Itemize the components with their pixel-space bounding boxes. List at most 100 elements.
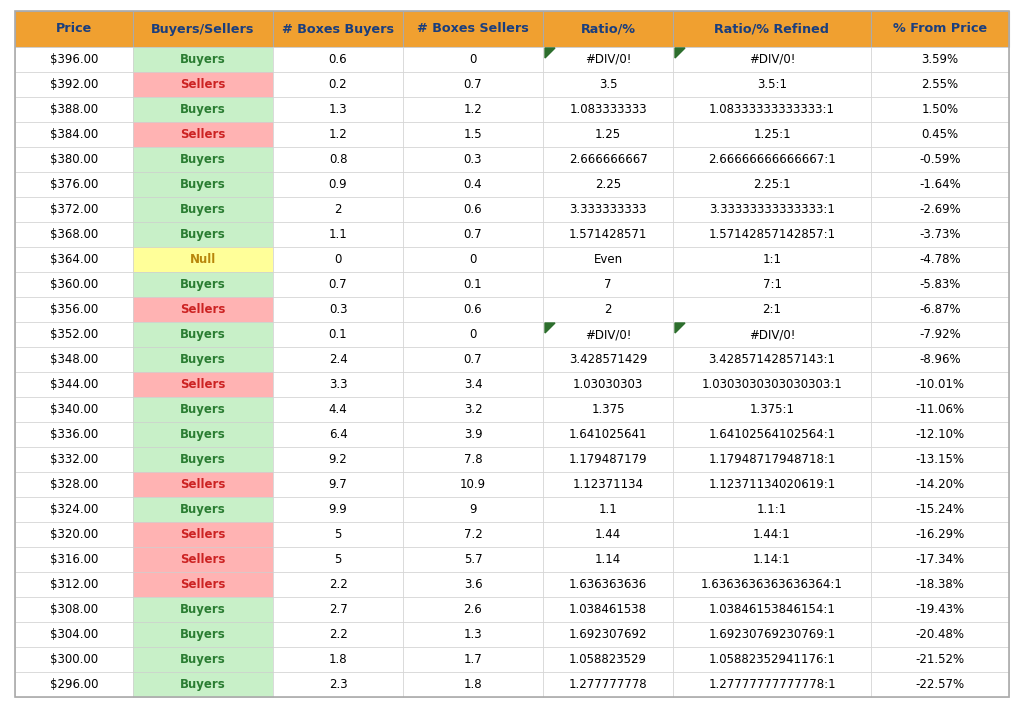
Text: 1.3: 1.3	[329, 103, 347, 116]
Bar	[673, 47, 871, 72]
Bar	[543, 397, 673, 422]
Bar	[871, 297, 1009, 322]
Text: 0.6: 0.6	[464, 203, 482, 216]
Bar	[273, 11, 403, 47]
Bar	[403, 47, 543, 72]
Bar	[15, 647, 133, 672]
Bar	[403, 322, 543, 347]
Text: 1.8: 1.8	[329, 653, 347, 666]
Bar	[543, 47, 673, 72]
Bar	[543, 272, 673, 297]
Bar	[133, 11, 273, 47]
Text: 1.08333333333333:1: 1.08333333333333:1	[709, 103, 835, 116]
Text: 1.641025641: 1.641025641	[568, 428, 647, 441]
Text: Sellers: Sellers	[180, 128, 225, 141]
Bar	[133, 547, 273, 572]
Bar	[273, 147, 403, 172]
Bar	[273, 172, 403, 197]
Bar	[543, 372, 673, 397]
Bar	[273, 547, 403, 572]
Text: Buyers: Buyers	[180, 103, 226, 116]
Text: $364.00: $364.00	[50, 253, 98, 266]
Bar	[543, 447, 673, 472]
Text: 1.14: 1.14	[595, 553, 622, 566]
Text: 1.27777777777778:1: 1.27777777777778:1	[709, 678, 836, 691]
Bar	[871, 422, 1009, 447]
Bar	[273, 647, 403, 672]
Bar	[15, 97, 133, 122]
Bar	[871, 147, 1009, 172]
Bar	[543, 647, 673, 672]
Text: 6.4: 6.4	[329, 428, 347, 441]
Text: Price: Price	[56, 23, 92, 35]
Bar	[871, 522, 1009, 547]
Bar	[673, 597, 871, 622]
Text: 10.9: 10.9	[460, 478, 486, 491]
Bar	[15, 347, 133, 372]
Bar	[673, 222, 871, 247]
Bar	[871, 347, 1009, 372]
Text: Ratio/% Refined: Ratio/% Refined	[715, 23, 829, 35]
Text: 2.55%: 2.55%	[922, 78, 958, 91]
Bar	[543, 247, 673, 272]
Bar	[15, 147, 133, 172]
Text: Buyers: Buyers	[180, 228, 226, 241]
Text: 1.12371134020619:1: 1.12371134020619:1	[709, 478, 836, 491]
Bar	[871, 572, 1009, 597]
Bar	[273, 247, 403, 272]
Text: $348.00: $348.00	[50, 353, 98, 366]
Text: 3.333333333: 3.333333333	[569, 203, 647, 216]
Bar	[543, 572, 673, 597]
Bar	[403, 597, 543, 622]
Text: 1.64102564102564:1: 1.64102564102564:1	[709, 428, 836, 441]
Bar	[543, 222, 673, 247]
Text: Buyers/Sellers: Buyers/Sellers	[152, 23, 255, 35]
Bar	[673, 247, 871, 272]
Text: -4.78%: -4.78%	[920, 253, 961, 266]
Bar	[403, 11, 543, 47]
Text: 1.12371134: 1.12371134	[572, 478, 643, 491]
Bar	[871, 11, 1009, 47]
Bar	[273, 397, 403, 422]
Bar	[403, 147, 543, 172]
Bar	[403, 472, 543, 497]
Bar	[273, 97, 403, 122]
Bar	[673, 172, 871, 197]
Bar	[673, 672, 871, 697]
Text: Buyers: Buyers	[180, 53, 226, 66]
Polygon shape	[545, 48, 555, 58]
Text: Buyers: Buyers	[180, 153, 226, 166]
Text: 0.2: 0.2	[329, 78, 347, 91]
Text: 0.7: 0.7	[464, 228, 482, 241]
Text: 0: 0	[334, 253, 342, 266]
Bar	[403, 397, 543, 422]
Bar	[15, 622, 133, 647]
Text: 7: 7	[604, 278, 611, 291]
Text: -3.73%: -3.73%	[920, 228, 961, 241]
Text: 0: 0	[469, 328, 477, 341]
Bar	[403, 97, 543, 122]
Text: 0.45%: 0.45%	[922, 128, 958, 141]
Bar	[673, 522, 871, 547]
Bar	[273, 472, 403, 497]
Bar	[673, 622, 871, 647]
Bar	[15, 572, 133, 597]
Text: $368.00: $368.00	[50, 228, 98, 241]
Bar	[403, 522, 543, 547]
Bar	[673, 297, 871, 322]
Text: 0.6: 0.6	[329, 53, 347, 66]
Bar	[403, 447, 543, 472]
Bar	[403, 347, 543, 372]
Text: 3.5: 3.5	[599, 78, 617, 91]
Text: 1.083333333: 1.083333333	[569, 103, 647, 116]
Bar	[273, 522, 403, 547]
Bar	[543, 97, 673, 122]
Text: 2: 2	[604, 303, 611, 316]
Text: Sellers: Sellers	[180, 553, 225, 566]
Bar	[673, 647, 871, 672]
Bar	[15, 472, 133, 497]
Text: 2.4: 2.4	[329, 353, 347, 366]
Text: #DIV/0!: #DIV/0!	[585, 53, 631, 66]
Text: #DIV/0!: #DIV/0!	[749, 328, 796, 341]
Bar	[543, 147, 673, 172]
